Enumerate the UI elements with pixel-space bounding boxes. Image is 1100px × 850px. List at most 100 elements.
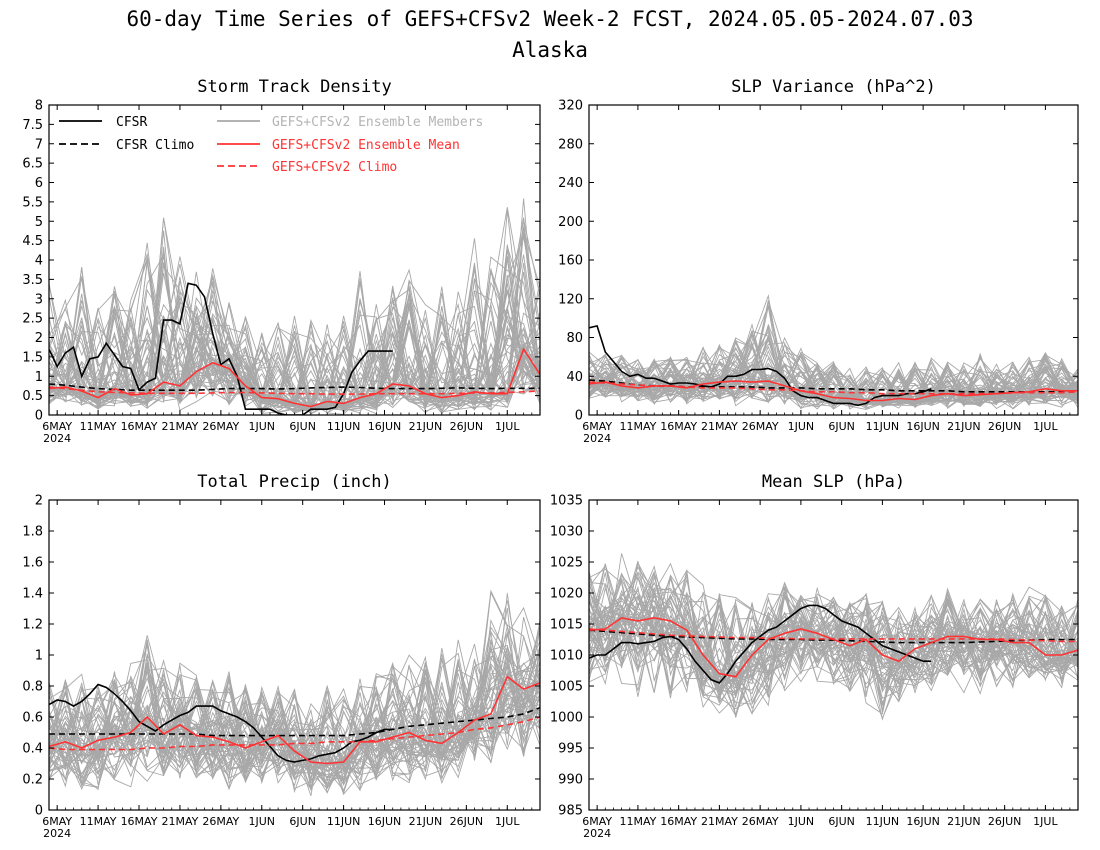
ensemble-member-line bbox=[589, 575, 1078, 697]
ensemble-member-line bbox=[49, 600, 540, 791]
ensemble-member-line bbox=[49, 674, 540, 796]
y-tick-label: 1015 bbox=[550, 618, 583, 633]
x-tick-label: 6MAY bbox=[582, 420, 612, 433]
y-tick-label: 2 bbox=[35, 331, 43, 346]
x-tick-label: 1JUL bbox=[495, 815, 520, 828]
ensemble-members bbox=[49, 198, 540, 415]
x-tick-label: 16JUN bbox=[906, 815, 940, 828]
x-tick-label: 6JUN bbox=[289, 420, 316, 433]
ensemble-climo-line bbox=[589, 381, 1078, 395]
y-axis: 0 40 80 120 160 200 240 280 320 bbox=[558, 99, 1078, 424]
plot-area bbox=[49, 198, 540, 415]
ensemble-member-line bbox=[49, 226, 540, 411]
y-tick-label: 1 bbox=[35, 370, 43, 385]
ensemble-member-line bbox=[589, 363, 1078, 407]
ensemble-member-line bbox=[49, 639, 540, 788]
x-tick-label: 26MAY bbox=[742, 420, 779, 433]
y-tick-label: 1.4 bbox=[22, 587, 43, 602]
y-tick-label: 1.2 bbox=[22, 618, 43, 633]
x-tick-label: 11JUN bbox=[866, 420, 900, 433]
ensemble-member-line bbox=[589, 594, 1078, 698]
x-year-label: 2024 bbox=[43, 432, 71, 445]
ensemble-member-line bbox=[589, 586, 1078, 707]
x-tick-label: 6MAY bbox=[582, 815, 612, 828]
cfsr-climo-line bbox=[49, 383, 540, 392]
ensemble-member-line bbox=[589, 581, 1078, 693]
y-tick-label: 1.5 bbox=[22, 350, 43, 365]
ensemble-member-line bbox=[589, 576, 1078, 682]
legend-label: CFSR bbox=[116, 115, 147, 130]
x-tick-label: 11MAY bbox=[619, 815, 656, 828]
y-tick-label: 0 bbox=[35, 804, 43, 819]
y-tick-label: 0.6 bbox=[22, 711, 43, 726]
y-tick-label: 6.5 bbox=[22, 157, 43, 172]
chart-legend: CFSR CFSR Climo GEFS+CFSv2 Ensemble Member… bbox=[59, 115, 483, 175]
x-tick-label: 16JUN bbox=[368, 815, 402, 828]
ensemble-member-line bbox=[589, 593, 1078, 708]
y-axis: 985 990 995 1000 1005 1010 1015 1020 1025 1030 103… bbox=[550, 494, 1078, 819]
x-tick-label: 11JUN bbox=[866, 815, 900, 828]
ensemble-climo-line bbox=[49, 386, 540, 395]
x-tick-label: 21MAY bbox=[701, 815, 738, 828]
x-tick-label: 21JUN bbox=[947, 815, 981, 828]
cfsr-line bbox=[49, 282, 393, 415]
ensemble-member-line bbox=[49, 648, 540, 790]
y-tick-label: 40 bbox=[566, 370, 583, 385]
y-tick-label: 0.5 bbox=[22, 389, 43, 404]
y-tick-label: 985 bbox=[558, 804, 583, 819]
y-tick-label: 5.5 bbox=[22, 195, 43, 210]
x-tick-label: 1JUN bbox=[249, 420, 276, 433]
panel-total-precip: Total Precip (inch) 0 0.2 0.4 0.6 0.8 1 1.2 1.4 1… bbox=[22, 472, 541, 840]
panel-title: Storm Track Density bbox=[197, 77, 391, 97]
x-tick-label: 26JUN bbox=[450, 815, 484, 828]
y-tick-label: 2 bbox=[35, 494, 43, 509]
y-tick-label: 995 bbox=[558, 742, 583, 757]
y-tick-label: 1.6 bbox=[22, 556, 43, 571]
y-tick-label: 0.2 bbox=[22, 773, 43, 788]
ensemble-member-line bbox=[49, 299, 540, 411]
x-tick-label: 11MAY bbox=[80, 420, 117, 433]
y-tick-label: 7 bbox=[35, 137, 43, 152]
panel-title: Total Precip (inch) bbox=[197, 472, 391, 492]
x-tick-label: 21MAY bbox=[161, 815, 198, 828]
ensemble-members bbox=[49, 589, 540, 797]
ensemble-member-line bbox=[589, 336, 1078, 410]
x-tick-label: 1JUL bbox=[1033, 420, 1058, 433]
ensemble-member-line bbox=[589, 575, 1078, 694]
x-tick-label: 1JUL bbox=[1033, 815, 1058, 828]
x-tick-label: 26JUN bbox=[988, 815, 1022, 828]
ensemble-member-line bbox=[49, 284, 540, 409]
ensemble-mean-line bbox=[49, 347, 540, 408]
x-tick-label: 16JUN bbox=[906, 420, 940, 433]
x-tick-label: 1JUN bbox=[788, 420, 815, 433]
x-tick-label: 16MAY bbox=[660, 815, 697, 828]
ensemble-member-line bbox=[589, 589, 1078, 700]
x-year-label: 2024 bbox=[43, 827, 71, 840]
ensemble-member-line bbox=[589, 355, 1078, 408]
y-tick-label: 320 bbox=[558, 99, 583, 114]
figure-title: 60-day Time Series of GEFS+CFSv2 Week-2 … bbox=[126, 7, 973, 31]
ensemble-member-line bbox=[49, 246, 540, 408]
y-tick-label: 1035 bbox=[550, 494, 583, 509]
x-tick-label: 11MAY bbox=[80, 815, 117, 828]
x-year-label: 2024 bbox=[583, 827, 611, 840]
y-tick-label: 1020 bbox=[550, 587, 583, 602]
y-tick-label: 4.5 bbox=[22, 234, 43, 249]
x-tick-label: 21JUN bbox=[409, 815, 443, 828]
y-tick-label: 1025 bbox=[550, 556, 583, 571]
x-axis: 6MAY 11MAY 16MAY 21MAY 26MAY 1JUN 6JUN 11JUN 16J… bbox=[42, 105, 541, 445]
ensemble-member-line bbox=[49, 291, 540, 414]
y-tick-label: 240 bbox=[558, 176, 583, 191]
x-tick-label: 1JUN bbox=[249, 815, 276, 828]
ensemble-member-line bbox=[589, 351, 1078, 408]
panel-title: Mean SLP (hPa) bbox=[762, 472, 905, 492]
y-tick-label: 0.4 bbox=[22, 742, 43, 757]
x-tick-label: 6JUN bbox=[289, 815, 316, 828]
ensemble-member-line bbox=[589, 323, 1078, 409]
ensemble-climo-line bbox=[49, 716, 540, 751]
x-axis: 6MAY 11MAY 16MAY 21MAY 26MAY 1JUN 6JUN 11JUN 16J… bbox=[582, 105, 1079, 445]
panel-mean-slp: Mean SLP (hPa) 985 990 995 1000 1005 1010 1015 1… bbox=[550, 472, 1079, 840]
x-tick-label: 21JUN bbox=[947, 420, 981, 433]
y-tick-label: 3.5 bbox=[22, 273, 43, 288]
x-axis: 6MAY 11MAY 16MAY 21MAY 26MAY 1JUN 6JUN 11JUN 16J… bbox=[42, 500, 541, 840]
